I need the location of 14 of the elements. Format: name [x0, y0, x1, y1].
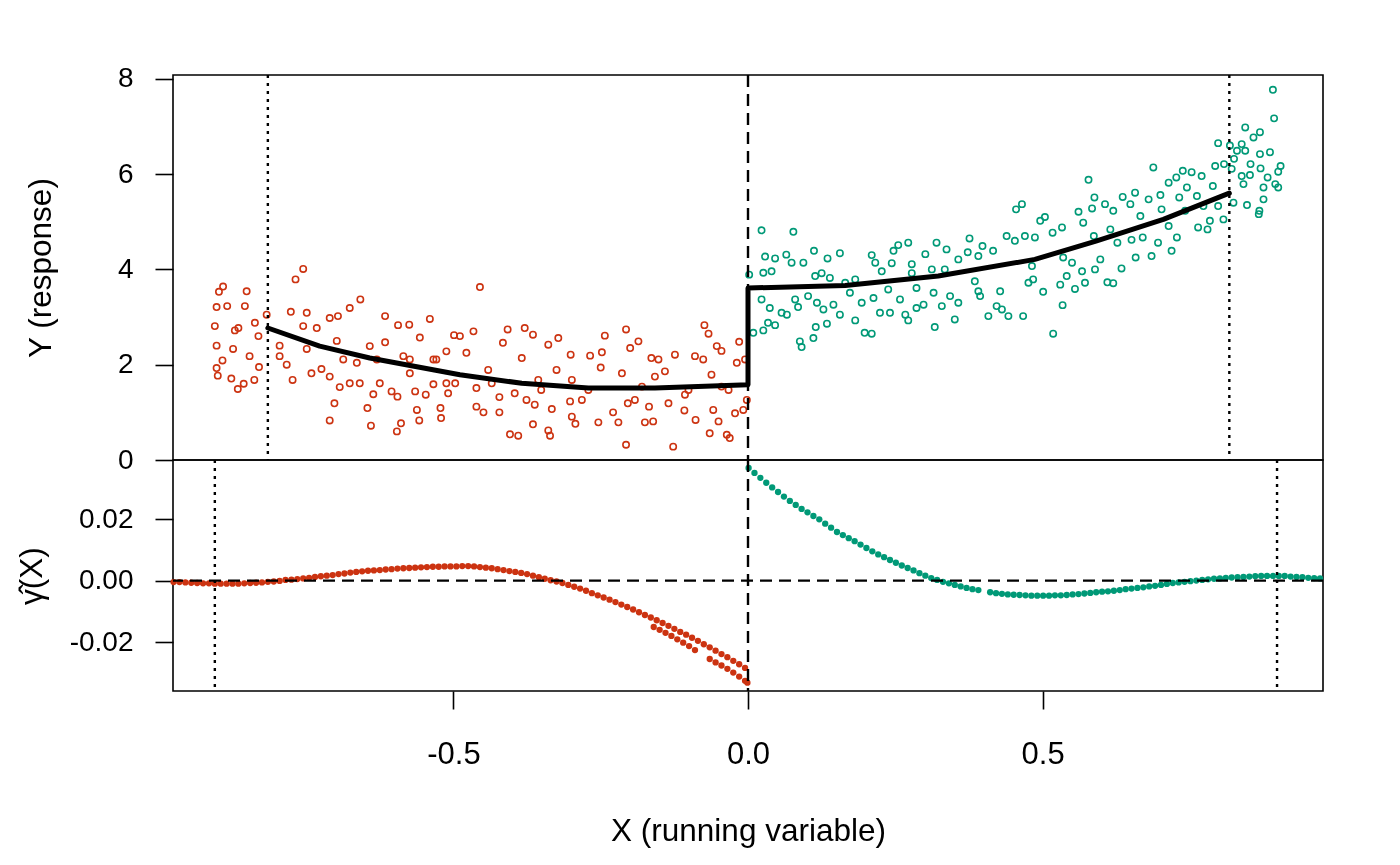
x-tick-label: 0.0 [726, 735, 771, 771]
x-tick-label: -0.5 [427, 735, 481, 771]
x-tick-label: 0.5 [1021, 735, 1065, 771]
x-axis-title: X (running variable) [611, 811, 886, 848]
y-axis-title: γ̂(X) [12, 547, 49, 605]
y-tick-label: 4 [117, 252, 134, 284]
y-tick-label: -0.02 [69, 625, 134, 657]
y-axis-title: Y (response) [21, 178, 58, 358]
y-tick-label: 0.02 [79, 502, 134, 534]
y-tick-label: 0 [117, 443, 134, 475]
y-tick-label: 0.00 [79, 564, 134, 596]
y-tick-label: 6 [117, 157, 134, 189]
y-tick-label: 8 [117, 62, 134, 94]
y-tick-label: 2 [117, 348, 134, 380]
